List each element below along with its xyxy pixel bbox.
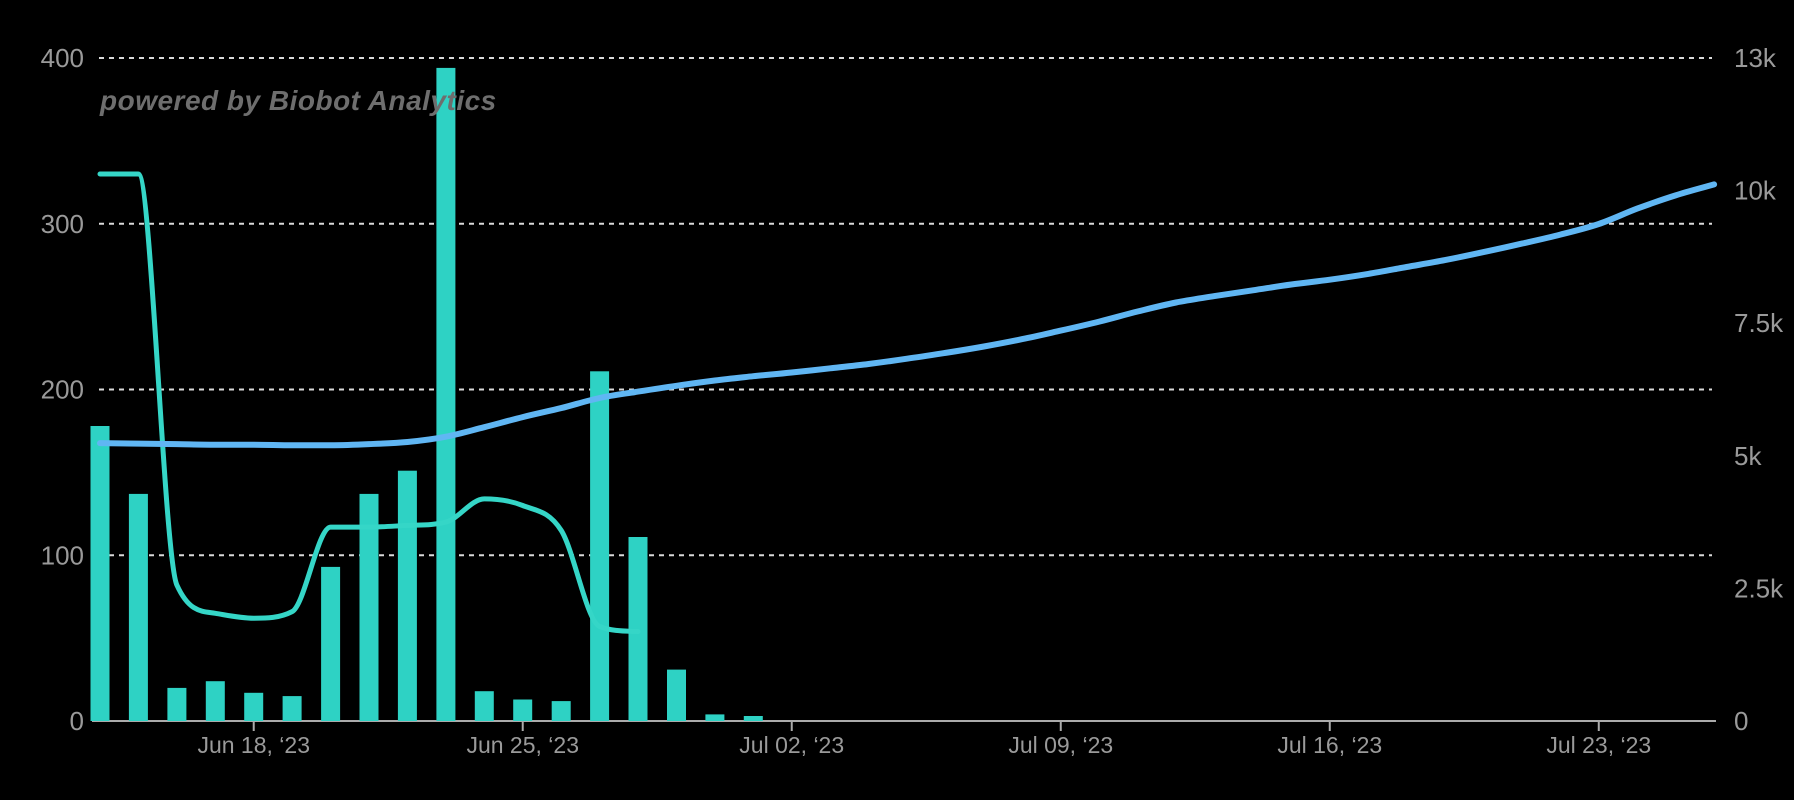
bar bbox=[282, 696, 302, 721]
bar bbox=[474, 691, 494, 721]
right-axis-label: 7.5k bbox=[1734, 308, 1784, 338]
watermark: powered by Biobot Analytics bbox=[100, 85, 497, 116]
x-axis-label: Jul 16, ‘23 bbox=[1277, 732, 1382, 758]
bar bbox=[705, 714, 725, 721]
right-axis-label: 2.5k bbox=[1734, 573, 1784, 603]
left-axis-label: 0 bbox=[70, 706, 84, 736]
x-axis-label: Jul 09, ‘23 bbox=[1008, 732, 1113, 758]
bar bbox=[551, 701, 571, 721]
x-axis-label: Jul 02, ‘23 bbox=[739, 732, 844, 758]
bar bbox=[205, 681, 225, 721]
bar bbox=[244, 692, 264, 721]
bar bbox=[743, 716, 763, 721]
left-axis-label: 400 bbox=[41, 43, 84, 73]
left-axis-label: 200 bbox=[41, 375, 84, 405]
bar bbox=[359, 493, 379, 721]
bar bbox=[167, 687, 187, 721]
teal-line bbox=[97, 171, 641, 634]
bar bbox=[321, 566, 341, 721]
bar bbox=[128, 493, 148, 721]
bar bbox=[90, 426, 110, 721]
bar bbox=[513, 699, 533, 721]
right-axis-label: 5k bbox=[1734, 441, 1762, 471]
x-axis-label: Jul 23, ‘23 bbox=[1546, 732, 1651, 758]
x-axis-label: Jun 18, ‘23 bbox=[197, 732, 310, 758]
bar bbox=[590, 371, 610, 721]
left-axis-label: 300 bbox=[41, 209, 84, 239]
x-axis-label: Jun 25, ‘23 bbox=[466, 732, 579, 758]
blue-line bbox=[97, 181, 1718, 449]
left-axis-label: 100 bbox=[41, 540, 84, 570]
bar bbox=[397, 470, 417, 721]
right-axis-label: 10k bbox=[1734, 176, 1777, 206]
bar bbox=[436, 67, 456, 721]
right-axis-label: 13k bbox=[1734, 43, 1777, 73]
right-axis-label: 0 bbox=[1734, 706, 1748, 736]
bar bbox=[667, 669, 686, 721]
